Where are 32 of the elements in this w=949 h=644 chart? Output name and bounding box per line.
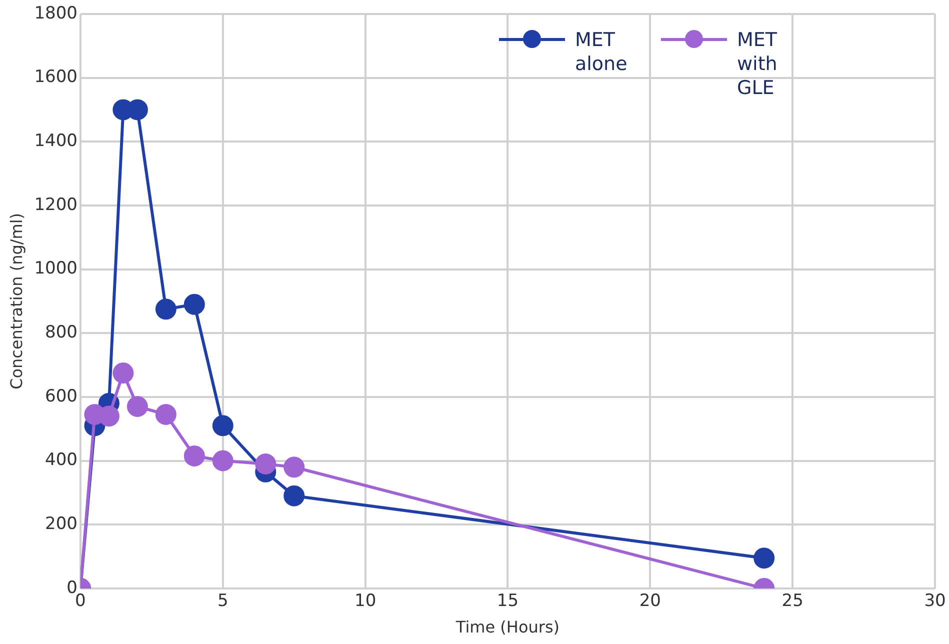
x-tick-label: 30	[924, 591, 946, 612]
point	[155, 298, 176, 320]
point	[284, 485, 305, 506]
y-tick-label: 1600	[34, 67, 78, 88]
point	[184, 445, 205, 466]
x-tick-label: 5	[217, 591, 228, 612]
y-tick-label: 1200	[34, 194, 78, 215]
legend-label: MET alone	[575, 28, 628, 76]
point	[284, 456, 305, 478]
x-tick-label: 20	[639, 591, 661, 612]
point	[126, 396, 148, 418]
point	[184, 294, 205, 315]
point	[754, 548, 775, 569]
y-tick-label: 400	[45, 450, 78, 470]
x-tick-label: 10	[354, 591, 376, 612]
y-tick-label: 600	[45, 386, 78, 406]
point	[155, 404, 176, 425]
point	[255, 453, 276, 474]
y-tick-label: 0	[66, 578, 78, 598]
x-tick-label: 15	[496, 591, 519, 612]
point	[212, 415, 234, 436]
y-tick-label: 200	[45, 514, 78, 534]
point	[112, 362, 134, 384]
y-tick-label: 1000	[34, 258, 78, 279]
y-tick-label: 1400	[34, 131, 78, 152]
y-tick-label: 800	[45, 322, 78, 343]
point	[212, 450, 234, 472]
legend-label: MET with GLE	[737, 28, 778, 100]
x-tick-label: 25	[782, 591, 804, 612]
x-axis-title: Time (Hours)	[454, 618, 560, 637]
y-axis-title: Concentration (ng/ml)	[6, 212, 26, 390]
y-tick-label: 1800	[34, 3, 78, 24]
